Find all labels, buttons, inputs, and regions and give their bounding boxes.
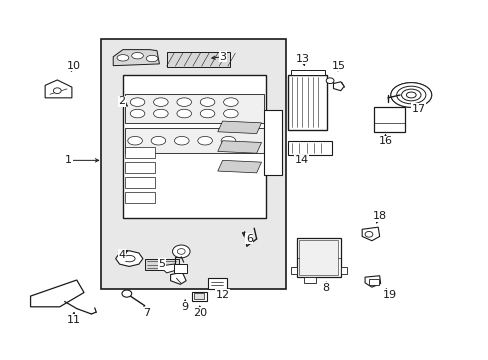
Ellipse shape: [221, 136, 235, 145]
Bar: [125, 192, 154, 203]
Bar: [304, 277, 316, 283]
Ellipse shape: [123, 255, 135, 262]
Text: 3: 3: [219, 52, 225, 62]
Text: 12: 12: [215, 290, 229, 300]
Ellipse shape: [198, 136, 212, 145]
Polygon shape: [45, 80, 72, 98]
Text: 1: 1: [65, 156, 72, 165]
Text: 20: 20: [192, 308, 206, 318]
Ellipse shape: [177, 98, 191, 107]
Text: 4: 4: [118, 250, 125, 260]
Bar: [368, 279, 378, 285]
Polygon shape: [30, 280, 84, 307]
Bar: [264, 111, 282, 175]
Bar: [122, 75, 266, 217]
Ellipse shape: [390, 83, 431, 107]
Bar: [296, 238, 340, 277]
Ellipse shape: [172, 245, 190, 258]
Polygon shape: [113, 50, 159, 66]
Ellipse shape: [131, 53, 143, 59]
Text: 7: 7: [142, 308, 149, 318]
Text: 5: 5: [158, 259, 165, 269]
Bar: [125, 162, 154, 173]
Bar: [192, 292, 206, 301]
Polygon shape: [362, 227, 379, 241]
Ellipse shape: [153, 109, 168, 118]
Polygon shape: [217, 141, 261, 153]
Text: 6: 6: [245, 234, 252, 244]
Bar: [144, 259, 179, 270]
Ellipse shape: [146, 55, 158, 62]
Ellipse shape: [223, 98, 238, 107]
Bar: [290, 267, 296, 274]
Bar: [125, 177, 154, 188]
Polygon shape: [217, 160, 261, 173]
Text: 15: 15: [332, 61, 346, 71]
Polygon shape: [365, 276, 380, 287]
Ellipse shape: [130, 98, 144, 107]
Text: 11: 11: [66, 315, 80, 325]
Bar: [340, 267, 346, 274]
Bar: [207, 278, 226, 289]
Ellipse shape: [200, 109, 214, 118]
Ellipse shape: [151, 136, 165, 145]
Polygon shape: [116, 251, 142, 266]
Bar: [101, 39, 285, 289]
Bar: [125, 128, 264, 153]
Text: 13: 13: [295, 54, 309, 64]
Ellipse shape: [127, 136, 142, 145]
Bar: [174, 264, 186, 273]
Polygon shape: [217, 121, 261, 134]
Bar: [125, 94, 264, 123]
Ellipse shape: [153, 98, 168, 107]
Ellipse shape: [200, 98, 214, 107]
Text: 18: 18: [372, 211, 386, 221]
Text: 9: 9: [181, 302, 188, 312]
Ellipse shape: [365, 231, 372, 237]
Bar: [299, 240, 338, 275]
Bar: [194, 293, 203, 299]
Ellipse shape: [177, 249, 185, 254]
Text: 8: 8: [322, 283, 329, 293]
Ellipse shape: [174, 136, 189, 145]
Bar: [287, 141, 331, 155]
Text: 10: 10: [67, 61, 81, 71]
Bar: [125, 147, 154, 158]
Ellipse shape: [177, 109, 191, 118]
Ellipse shape: [117, 55, 128, 61]
Bar: [287, 75, 326, 130]
Ellipse shape: [390, 83, 431, 107]
Ellipse shape: [122, 290, 131, 297]
Text: 17: 17: [411, 104, 425, 113]
Bar: [290, 70, 324, 75]
Text: 2: 2: [118, 96, 125, 107]
Bar: [166, 52, 229, 67]
Bar: [373, 107, 405, 132]
Text: 19: 19: [382, 290, 396, 300]
Polygon shape: [162, 264, 176, 273]
Ellipse shape: [53, 88, 61, 94]
Text: 16: 16: [378, 136, 392, 147]
Ellipse shape: [223, 109, 238, 118]
Ellipse shape: [130, 109, 144, 118]
Polygon shape: [333, 82, 344, 91]
Text: 14: 14: [294, 156, 308, 165]
Polygon shape: [170, 272, 186, 284]
Ellipse shape: [325, 78, 333, 84]
